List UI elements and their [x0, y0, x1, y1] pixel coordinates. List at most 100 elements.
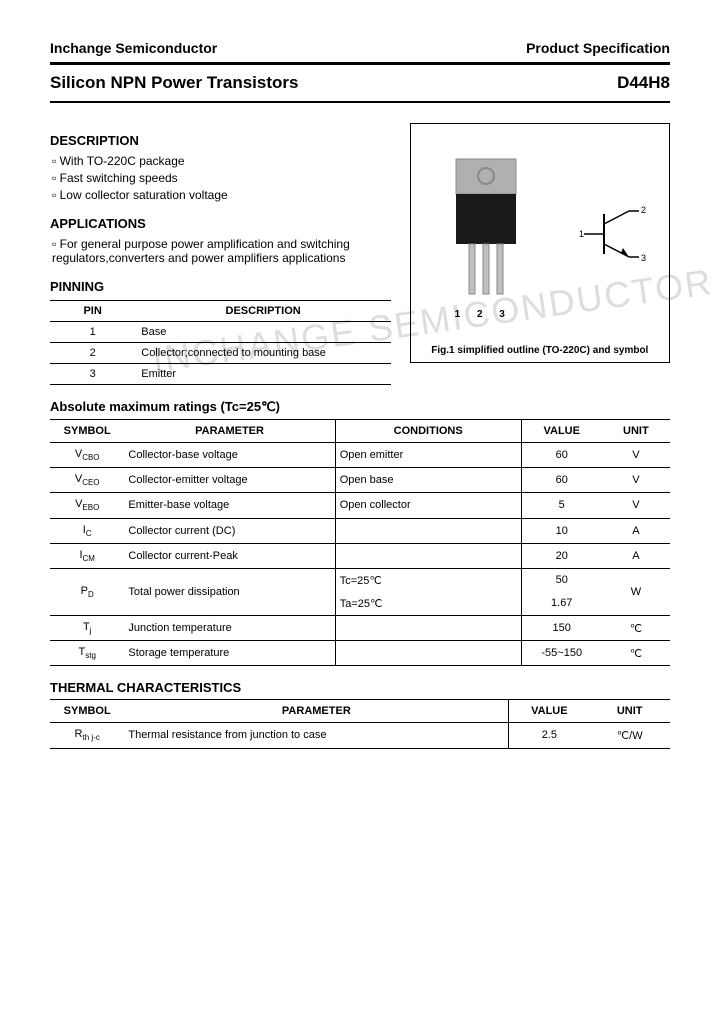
desc-cell: Collector;connected to mounting base	[135, 343, 391, 364]
sym-cell: Rth j-c	[50, 723, 124, 748]
bullet-icon: ▫	[52, 188, 56, 202]
header-row: Inchange Semiconductor Product Specifica…	[50, 40, 670, 56]
bullet-icon: ▫	[52, 171, 56, 185]
cond-cell	[335, 641, 521, 666]
table-row: SYMBOL PARAMETER CONDITIONS VALUE UNIT	[50, 420, 670, 443]
unit-cell: ℃/W	[589, 723, 670, 748]
desc-item-0: ▫ With TO-220C package	[50, 154, 391, 168]
divider-top	[50, 62, 670, 65]
table-row: PIN DESCRIPTION	[50, 301, 391, 322]
desc-cell: Base	[135, 322, 391, 343]
col-symbol: SYMBOL	[50, 420, 124, 443]
transistor-symbol-icon: 1 2 3	[579, 199, 649, 269]
desc-text-1: Fast switching speeds	[60, 171, 178, 185]
val-cell: 10	[521, 518, 602, 543]
val-cell: 1.67	[521, 592, 602, 616]
table-row: SYMBOL PARAMETER VALUE UNIT	[50, 700, 670, 723]
val-cell: 2.5	[509, 723, 590, 748]
unit-cell: ℃	[602, 641, 670, 666]
top-section: DESCRIPTION ▫ With TO-220C package ▫ Fas…	[50, 119, 670, 385]
desc-cell: Emitter	[135, 364, 391, 385]
param-cell: Collector current (DC)	[124, 518, 335, 543]
cond-cell: Tc=25℃	[335, 568, 521, 592]
sym-cell: Tstg	[50, 641, 124, 666]
sym-cell: VEBO	[50, 493, 124, 518]
header-left: Inchange Semiconductor	[50, 40, 217, 56]
unit-cell: W	[602, 568, 670, 615]
val-cell: 50	[521, 568, 602, 592]
pin-labels: 1 2 3	[455, 309, 512, 320]
param-cell: Junction temperature	[124, 615, 335, 640]
unit-cell: V	[602, 468, 670, 493]
unit-cell: A	[602, 543, 670, 568]
val-cell: 60	[521, 443, 602, 468]
val-cell: 150	[521, 615, 602, 640]
left-column: DESCRIPTION ▫ With TO-220C package ▫ Fas…	[50, 119, 391, 385]
pin-cell: 3	[50, 364, 135, 385]
param-cell: Total power dissipation	[124, 568, 335, 615]
pin-col-header: PIN	[50, 301, 135, 322]
applications-heading: APPLICATIONS	[50, 216, 391, 231]
desc-col-header: DESCRIPTION	[135, 301, 391, 322]
title-row: Silicon NPN Power Transistors D44H8	[50, 73, 670, 93]
cond-cell	[335, 518, 521, 543]
table-row: ICM Collector current-Peak 20 A	[50, 543, 670, 568]
thermal-heading: THERMAL CHARACTERISTICS	[50, 680, 670, 695]
table-row: Tstg Storage temperature -55~150 ℃	[50, 641, 670, 666]
cond-cell: Open base	[335, 468, 521, 493]
desc-item-2: ▫ Low collector saturation voltage	[50, 188, 391, 202]
table-row: Tj Junction temperature 150 ℃	[50, 615, 670, 640]
table-row: VCEO Collector-emitter voltage Open base…	[50, 468, 670, 493]
right-column: 1 2 3 1 2 3 Fig.1 simplified outline (TO…	[410, 119, 670, 385]
table-row: PD Total power dissipation Tc=25℃ 50 W	[50, 568, 670, 592]
val-cell: 5	[521, 493, 602, 518]
unit-cell: A	[602, 518, 670, 543]
pin-cell: 2	[50, 343, 135, 364]
col-unit: UNIT	[602, 420, 670, 443]
thermal-table: SYMBOL PARAMETER VALUE UNIT Rth j-c Ther…	[50, 699, 670, 748]
svg-text:3: 3	[641, 253, 646, 263]
svg-text:2: 2	[641, 205, 646, 215]
sym-cell: PD	[50, 568, 124, 615]
col-cond: CONDITIONS	[335, 420, 521, 443]
title-right: D44H8	[617, 73, 670, 93]
desc-text-0: With TO-220C package	[60, 154, 185, 168]
svg-text:1: 1	[579, 229, 584, 239]
desc-text-2: Low collector saturation voltage	[60, 188, 228, 202]
col-val: VALUE	[521, 420, 602, 443]
pinning-table: PIN DESCRIPTION 1Base 2Collector;connect…	[50, 300, 391, 385]
header-right: Product Specification	[526, 40, 670, 56]
cond-cell: Open collector	[335, 493, 521, 518]
desc-item-1: ▫ Fast switching speeds	[50, 171, 391, 185]
col-symbol: SYMBOL	[50, 700, 124, 723]
figure-box: 1 2 3 1 2 3 Fig.1 simplified outline (TO…	[410, 123, 670, 363]
title-left: Silicon NPN Power Transistors	[50, 73, 298, 93]
sym-cell: Tj	[50, 615, 124, 640]
table-row: VCBO Collector-base voltage Open emitter…	[50, 443, 670, 468]
description-heading: DESCRIPTION	[50, 133, 391, 148]
col-param: PARAMETER	[124, 420, 335, 443]
param-cell: Collector-base voltage	[124, 443, 335, 468]
divider-title	[50, 101, 670, 103]
param-cell: Collector-emitter voltage	[124, 468, 335, 493]
val-cell: 60	[521, 468, 602, 493]
pinning-heading: PINNING	[50, 279, 391, 294]
unit-cell: V	[602, 443, 670, 468]
unit-cell: ℃	[602, 615, 670, 640]
param-cell: Thermal resistance from junction to case	[124, 723, 508, 748]
param-cell: Emitter-base voltage	[124, 493, 335, 518]
sym-cell: VCEO	[50, 468, 124, 493]
figure-caption: Fig.1 simplified outline (TO-220C) and s…	[411, 345, 669, 356]
val-cell: 20	[521, 543, 602, 568]
param-cell: Collector current-Peak	[124, 543, 335, 568]
bullet-icon: ▫	[52, 237, 56, 251]
sym-cell: IC	[50, 518, 124, 543]
cond-cell	[335, 543, 521, 568]
unit-cell: V	[602, 493, 670, 518]
table-row: VEBO Emitter-base voltage Open collector…	[50, 493, 670, 518]
cond-cell: Open emitter	[335, 443, 521, 468]
table-row: 3Emitter	[50, 364, 391, 385]
transistor-package-icon	[441, 154, 531, 304]
col-param: PARAMETER	[124, 700, 508, 723]
app-text: ▫ For general purpose power amplificatio…	[50, 237, 391, 265]
